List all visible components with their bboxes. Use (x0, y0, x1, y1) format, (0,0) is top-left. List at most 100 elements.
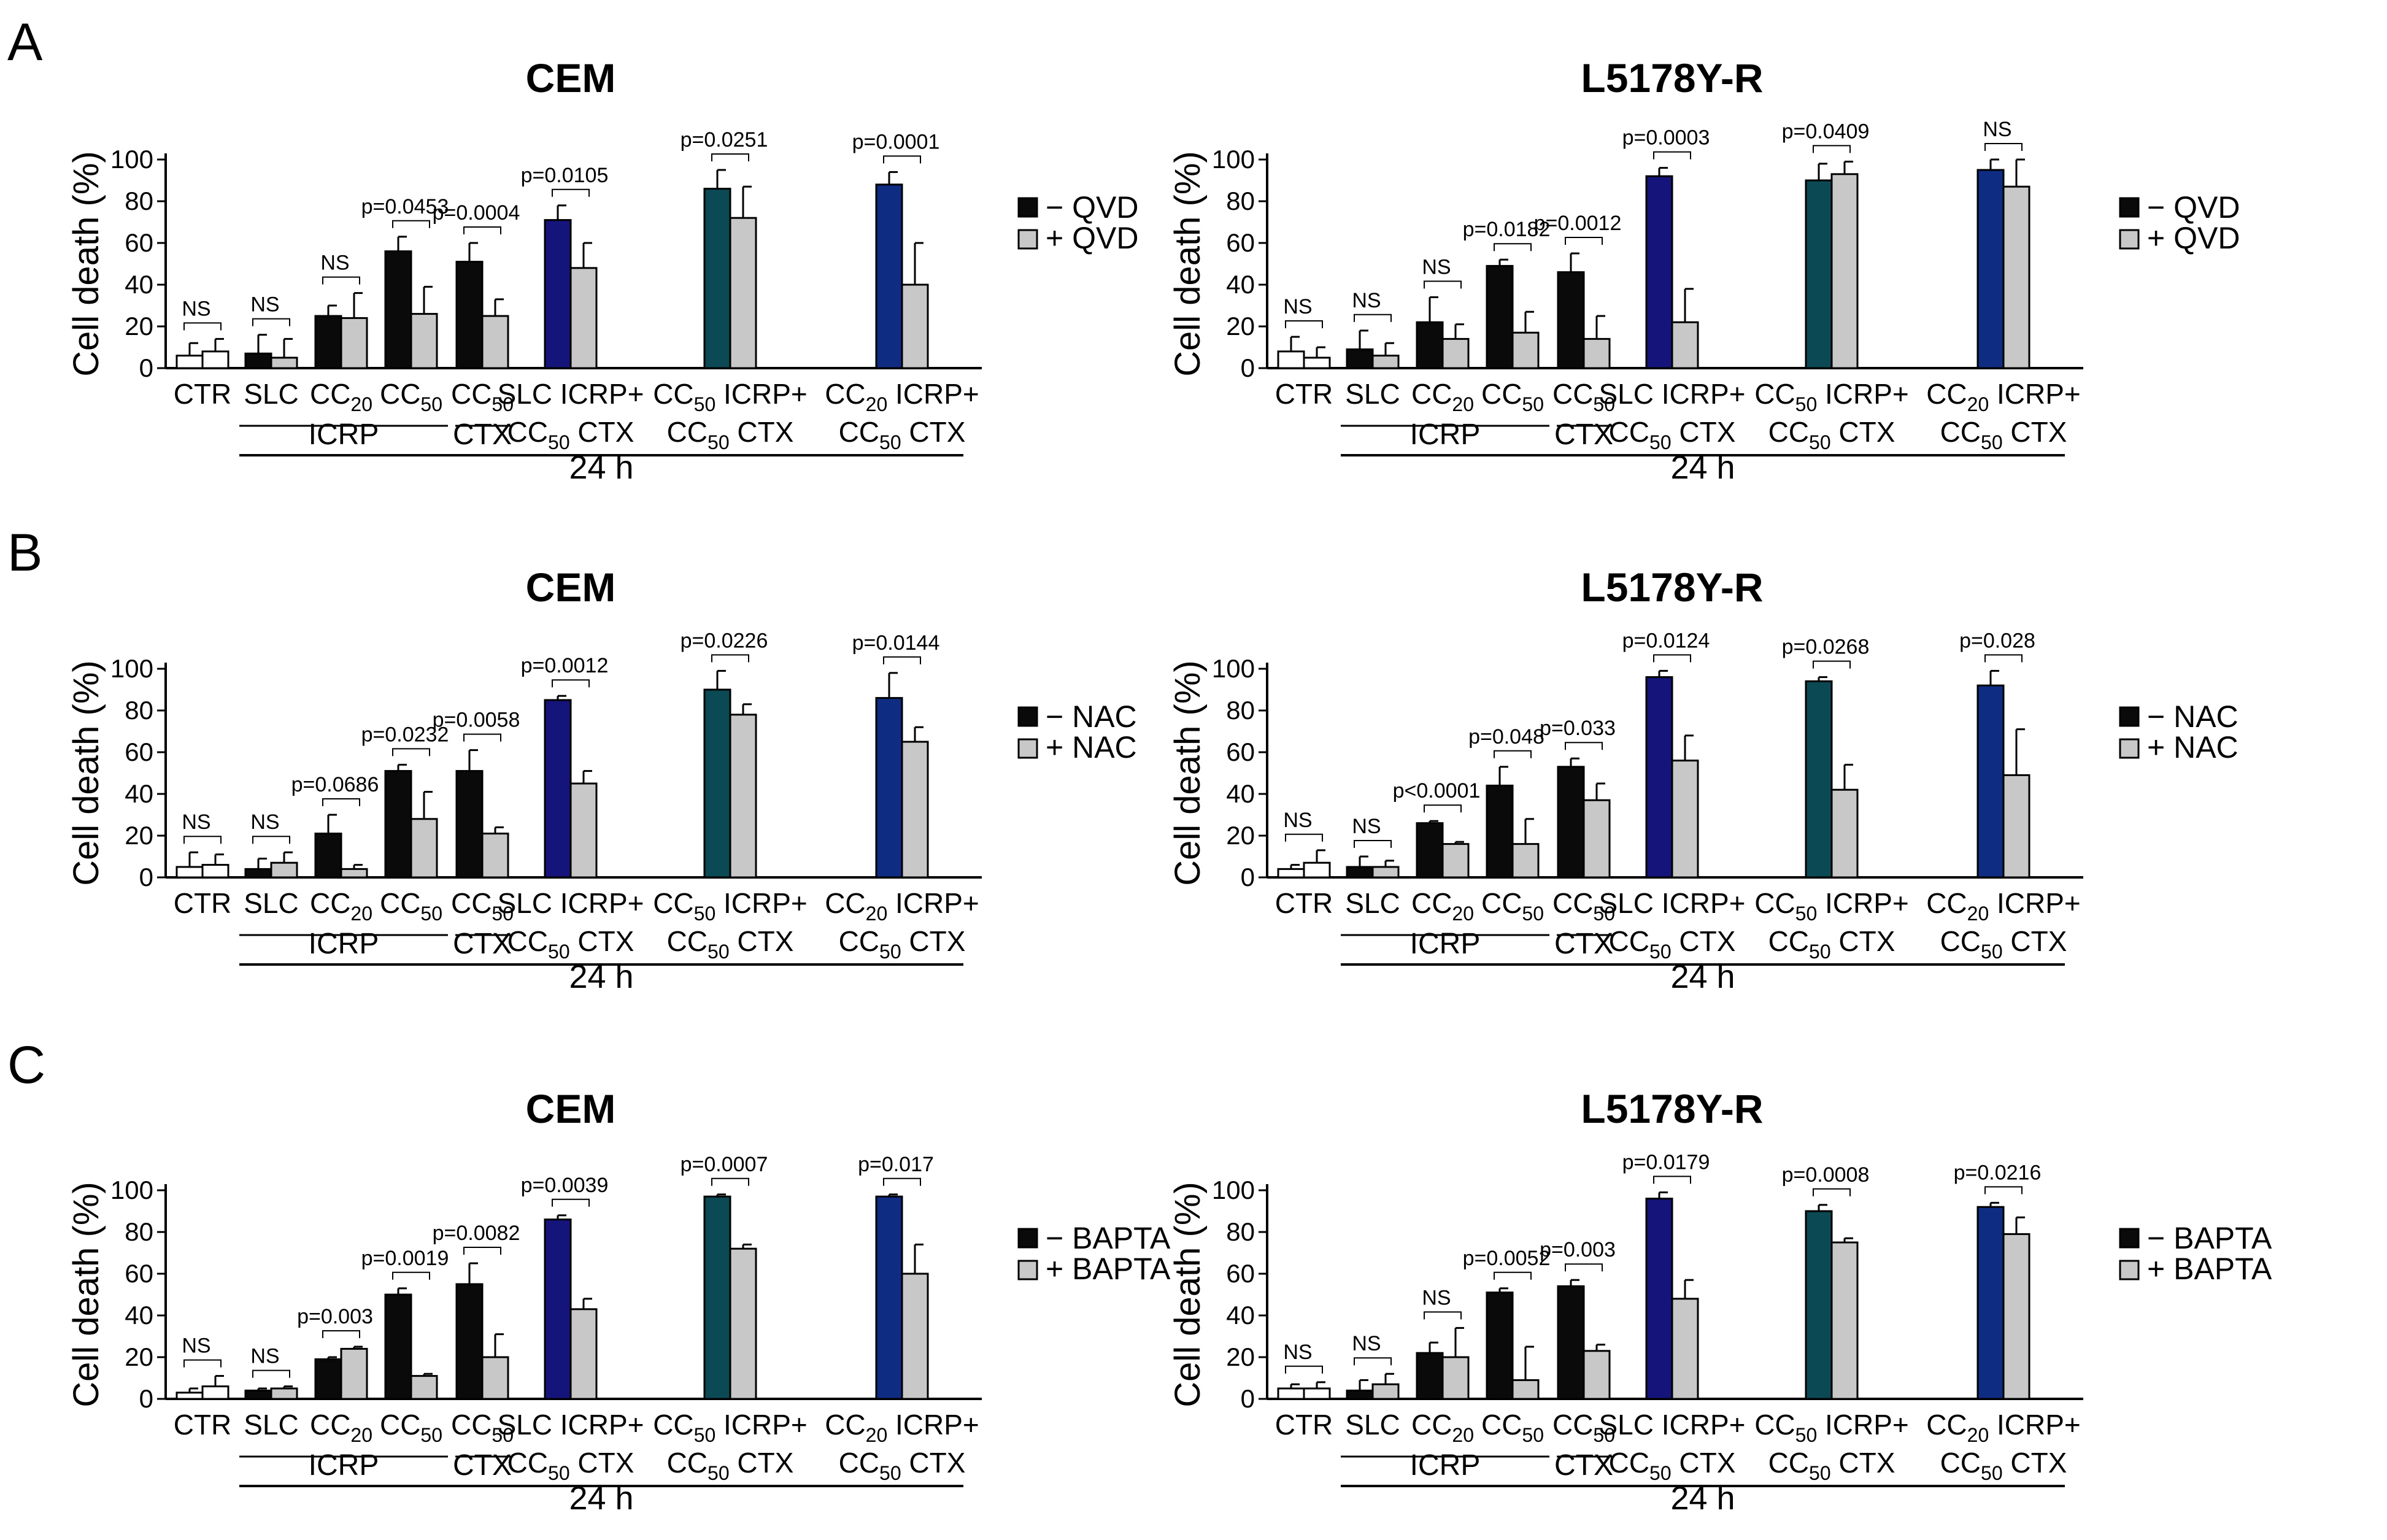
x-label-combo3-top: CC20 ICRP+ (1926, 1409, 2081, 1446)
significance-label: p=0.0179 (1622, 1150, 1710, 1174)
bar-plus-6 (729, 217, 757, 369)
x-label-combo2-top-part-1: 50 (1795, 393, 1818, 415)
bar-plus-7 (901, 283, 929, 369)
bar-plus-3 (1511, 843, 1540, 879)
panel-label-a: A (7, 13, 43, 72)
legend-label-minus: − BAPTA (2147, 1221, 2272, 1255)
significance-bracket (1354, 1357, 1392, 1366)
significance-bracket (883, 656, 921, 664)
x-label-combo3-top-part-1: 20 (866, 903, 888, 925)
chart-title: L5178Y-R (1581, 564, 1763, 610)
x-label-combo1-bottom-part-2: CTX (570, 416, 634, 448)
charts-layer: CEM Cell death (%) 0 20 40 60 80 100 NS NS NS p=0.0… (66, 55, 2272, 1517)
x-label-combo2-top-part-0: CC (1754, 378, 1795, 410)
x-label-combo2-bottom: CC50 CTX (667, 416, 794, 453)
chart-b-l5178y-r: L5178Y-R Cell death (%) 0 20 40 60 80 100 NS NS p<… (1168, 564, 2239, 995)
significance-label: p=0.0019 (361, 1247, 449, 1270)
y-axis-label: Cell death (%) (1168, 1182, 1208, 1407)
bar-plus-4 (1583, 1350, 1611, 1400)
y-tick-label: 60 (125, 1259, 153, 1288)
x-label-combo3-bottom: CC50 CTX (839, 416, 966, 453)
x-label-combo2-top-part-1: 50 (694, 393, 716, 415)
x-label-combo1-top: SLC ICRP+ (497, 378, 644, 410)
bar-minus-7 (1976, 684, 2005, 879)
chart-c-cem: CEM Cell death (%) 0 20 40 60 80 100 NS NS p=0.003… (66, 1086, 1171, 1517)
x-label-cc20-part-0: CC (1411, 887, 1452, 919)
x-label-combo2-top-part-0: CC (1754, 1409, 1795, 1441)
significance-bracket (1424, 1311, 1462, 1320)
bar-plus-1 (270, 861, 298, 879)
x-label-time: 24 h (569, 449, 633, 486)
x-label-icrp: ICRP (309, 928, 379, 960)
significance-bracket (392, 748, 430, 757)
x-label-slc: SLC (1345, 887, 1400, 919)
y-tick-label: 40 (1226, 270, 1255, 299)
significance-bracket (1424, 804, 1462, 813)
x-label-combo3-top-part-1: 20 (1967, 393, 1989, 415)
bar-minus-2 (1416, 1352, 1444, 1400)
x-label-combo2-bottom-part-0: CC (667, 416, 708, 448)
x-label-combo2-bottom-part-2: CTX (1831, 416, 1895, 448)
panel-label-b: B (7, 523, 42, 582)
x-label-combo2-bottom: CC50 CTX (667, 925, 794, 963)
bar-minus-4 (455, 261, 484, 369)
x-label-ctx-dose: CC50 (1552, 887, 1615, 925)
significance-label: p=0.0453 (361, 195, 449, 218)
x-label-combo2-top-part-1: 50 (1795, 1424, 1818, 1446)
significance-bracket (252, 1369, 290, 1378)
significance-label: NS (1422, 1286, 1451, 1309)
bar-plus-0 (201, 350, 229, 369)
significance-label: NS (1352, 1332, 1381, 1355)
significance-label: NS (1422, 255, 1451, 279)
x-label-cc20: CC20 (310, 887, 372, 925)
x-label-combo1-bottom: CC50 CTX (1609, 416, 1736, 453)
x-label-ctr: CTR (174, 378, 232, 410)
bar-minus-0 (175, 1392, 204, 1400)
legend-swatch-minus (2119, 197, 2140, 218)
x-label-cc50-part-1: 50 (1522, 393, 1544, 415)
significance-label: NS (1283, 1341, 1312, 1364)
x-label-cc50-part-0: CC (380, 887, 420, 919)
x-label-time: 24 h (569, 1480, 633, 1517)
significance-label: p=0.033 (1540, 717, 1616, 740)
significance-label: NS (1352, 289, 1381, 312)
significance-label: p=0.0105 (521, 164, 609, 187)
y-tick-label: 80 (1226, 1217, 1255, 1246)
x-label-combo1-bottom-part-1: 50 (1649, 941, 1672, 963)
bar-minus-0 (175, 355, 204, 369)
significance-label: NS (1283, 295, 1312, 318)
significance-label: p=0.0001 (852, 130, 940, 153)
x-label-ctx-dose-part-0: CC (1552, 1409, 1593, 1441)
significance-bracket (1813, 1188, 1851, 1196)
x-label-combo3-top-part-2: ICRP+ (1989, 1409, 2081, 1441)
y-tick-label: 60 (1226, 228, 1255, 257)
legend: − BAPTA+ BAPTA (1017, 1221, 1171, 1286)
bar-minus-1 (1346, 348, 1374, 369)
bar-plus-2 (1441, 843, 1470, 879)
significance-label: NS (1352, 815, 1381, 838)
x-label-time: 24 h (569, 958, 633, 995)
bar-minus-5 (1645, 676, 1673, 879)
y-tick-label: 100 (1212, 1176, 1255, 1204)
significance-label: p=0.0409 (1782, 120, 1870, 143)
y-axis-label: Cell death (%) (66, 660, 106, 885)
legend-swatch-minus (1017, 197, 1038, 218)
x-label-combo3-bottom-part-1: 50 (1981, 1462, 2003, 1484)
bar-minus-4 (1557, 271, 1585, 369)
legend: − BAPTA+ BAPTA (2119, 1221, 2272, 1286)
x-label-combo1-bottom: CC50 CTX (1609, 1447, 1736, 1484)
bar-minus-1 (244, 1389, 272, 1400)
bar-minus-6 (1805, 1210, 1833, 1400)
significance-label: p=0.0124 (1622, 629, 1710, 652)
x-label-cc50: CC50 (380, 1409, 442, 1446)
chart-title: CEM (526, 564, 616, 610)
x-label-combo3-bottom: CC50 CTX (839, 925, 966, 963)
x-label-slc: SLC (1345, 1409, 1400, 1441)
x-label-combo3-bottom: CC50 CTX (1940, 416, 2067, 453)
x-label-slc: SLC (244, 887, 298, 919)
legend-label-plus: + BAPTA (1046, 1252, 1171, 1286)
significance-bracket (883, 155, 921, 164)
chart-title: L5178Y-R (1581, 1086, 1763, 1131)
x-label-ctx-dose-part-1: 50 (492, 903, 514, 925)
legend-swatch-plus (1017, 738, 1038, 759)
